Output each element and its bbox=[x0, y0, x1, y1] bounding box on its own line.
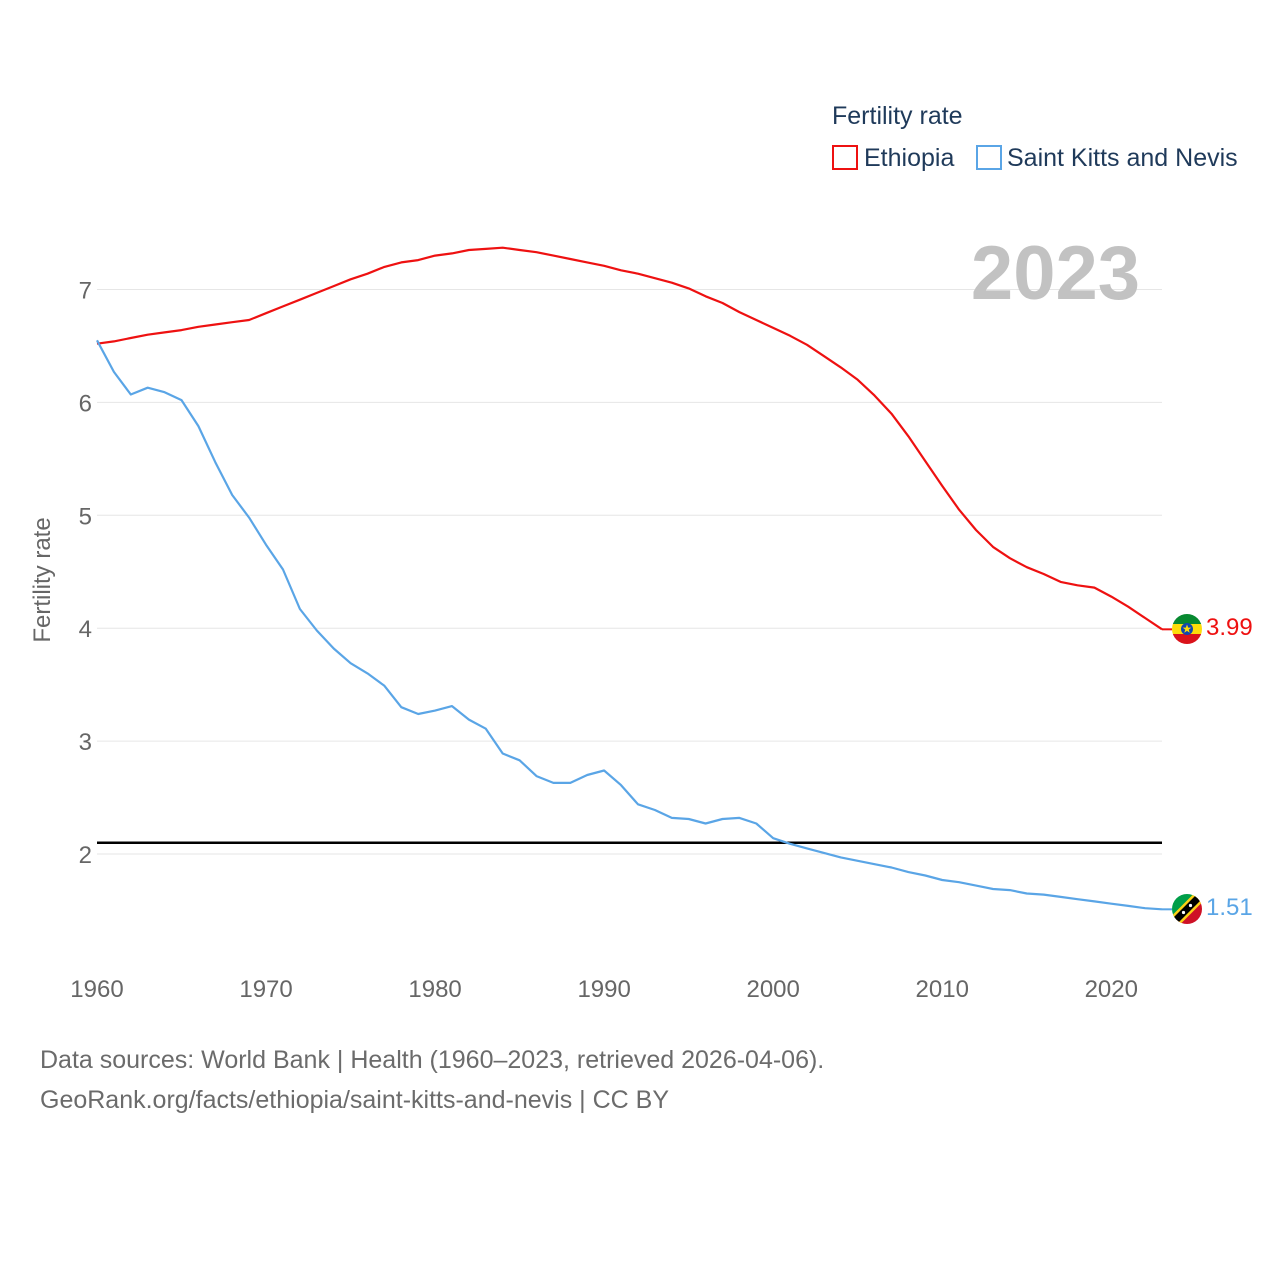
data-sources-note: Data sources: World Bank | Health (1960–… bbox=[40, 1046, 825, 1074]
series-layer bbox=[96, 246, 1172, 911]
end-label-ethiopia: 3.99 bbox=[1206, 614, 1253, 641]
x-tick-label: 2010 bbox=[916, 976, 969, 1003]
tick-layer: 2 3 4 5 6 7 1960 1970 1980 1990 2000 2010 2020 bbox=[70, 278, 1138, 1004]
y-axis-title: Fertility rate bbox=[29, 517, 56, 642]
x-tick-label: 1980 bbox=[408, 976, 461, 1003]
x-tick-label: 2020 bbox=[1085, 976, 1138, 1003]
series-line-saint-kitts-and-nevis[interactable] bbox=[96, 339, 1163, 911]
year-display: 2023 bbox=[971, 231, 1140, 316]
end-label-saint-kitts-and-nevis: 1.51 bbox=[1206, 894, 1253, 921]
footer: Data sources: World Bank | Health (1960–… bbox=[40, 1040, 824, 1120]
attribution-link[interactable]: GeoRank.org/facts/ethiopia/saint-kitts-a… bbox=[40, 1086, 669, 1114]
legend-item-saint-kitts-and-nevis[interactable]: Saint Kitts and Nevis bbox=[976, 144, 1238, 172]
gridlines bbox=[97, 289, 1162, 855]
legend-label-ethiopia: Ethiopia bbox=[864, 144, 954, 172]
saint-kitts-and-nevis-flag-marker bbox=[1172, 894, 1202, 924]
y-tick-label: 7 bbox=[79, 278, 92, 305]
x-tick-label: 1960 bbox=[70, 976, 123, 1003]
ethiopia-flag-marker bbox=[1172, 614, 1202, 644]
legend-swatch-ethiopia bbox=[832, 145, 858, 170]
legend-item-ethiopia[interactable]: Ethiopia bbox=[832, 144, 954, 172]
y-tick-label: 2 bbox=[79, 842, 92, 869]
y-tick-label: 6 bbox=[79, 390, 92, 417]
legend-label-saint-kitts-and-nevis: Saint Kitts and Nevis bbox=[1007, 144, 1238, 172]
x-tick-label: 2000 bbox=[746, 976, 799, 1003]
y-tick-label: 5 bbox=[79, 503, 92, 530]
x-tick-label: 1970 bbox=[239, 976, 292, 1003]
x-tick-label: 1990 bbox=[577, 976, 630, 1003]
y-tick-label: 3 bbox=[79, 729, 92, 756]
legend-swatch-saint-kitts-and-nevis bbox=[976, 145, 1002, 170]
legend-title: Fertility rate bbox=[832, 102, 963, 130]
series-line-ethiopia[interactable] bbox=[96, 246, 1163, 631]
y-tick-label: 4 bbox=[79, 616, 92, 643]
